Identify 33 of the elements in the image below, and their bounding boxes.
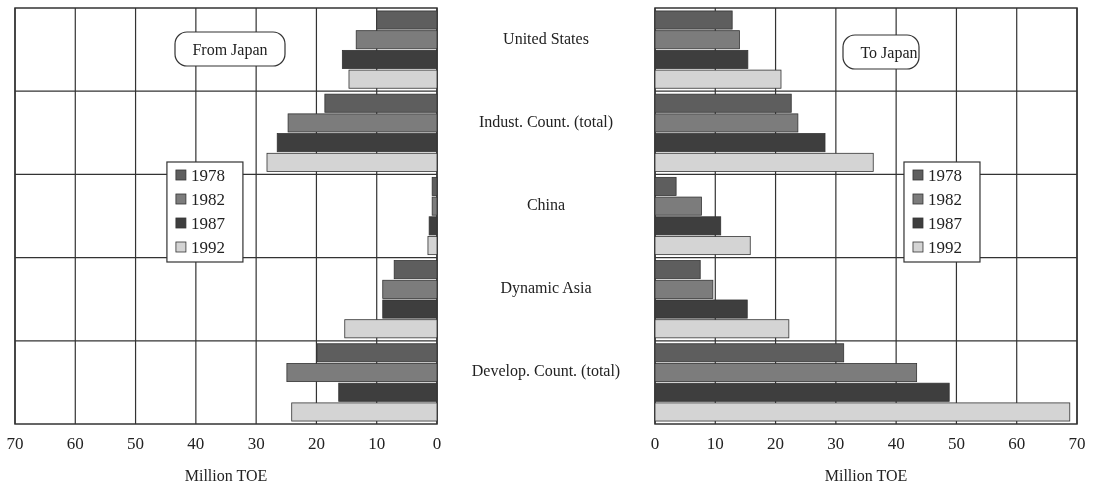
legend-label: 1987 xyxy=(927,214,963,233)
x-tick-label: 70 xyxy=(1068,434,1086,453)
legend-label: 1978 xyxy=(927,166,962,185)
legend-label: 1978 xyxy=(190,166,225,185)
y-tick-label: United States xyxy=(503,29,589,47)
x-tick-label: 30 xyxy=(827,434,845,453)
x-tick-label: 50 xyxy=(127,434,145,453)
legend-label: 1982 xyxy=(190,190,225,209)
legend-label: 1992 xyxy=(190,238,225,257)
text: From Japan xyxy=(192,41,268,59)
y-tick-label: Develop. Count. (total) xyxy=(471,362,621,381)
x-tick-label: 0 xyxy=(432,434,442,453)
x-tick-label: 40 xyxy=(187,434,205,453)
x-tick-label: 40 xyxy=(887,434,905,453)
x-tick-label: 10 xyxy=(368,434,386,453)
legend-label: 1987 xyxy=(190,214,226,233)
y-tick-label: China xyxy=(526,196,566,213)
x-tick-label: 10 xyxy=(706,434,724,453)
x-axis-title: Million TOE xyxy=(824,467,908,484)
x-axis-title: Million TOE xyxy=(184,467,268,484)
x-tick-label: 60 xyxy=(1008,434,1026,453)
x-tick-label: 50 xyxy=(947,434,965,453)
x-tick-label: 20 xyxy=(307,434,325,453)
x-tick-label: 70 xyxy=(6,434,24,453)
text: To Japan xyxy=(860,44,918,62)
y-tick-label: Indust. Count. (total) xyxy=(478,112,614,131)
x-tick-label: 30 xyxy=(247,434,265,453)
x-tick-label: 60 xyxy=(66,434,84,453)
legend-label: 1982 xyxy=(927,190,962,209)
y-tick-label: Dynamic Asia xyxy=(500,279,592,298)
legend-label: 1992 xyxy=(927,238,962,257)
x-tick-label: 20 xyxy=(767,434,785,453)
x-tick-label: 0 xyxy=(650,434,660,453)
